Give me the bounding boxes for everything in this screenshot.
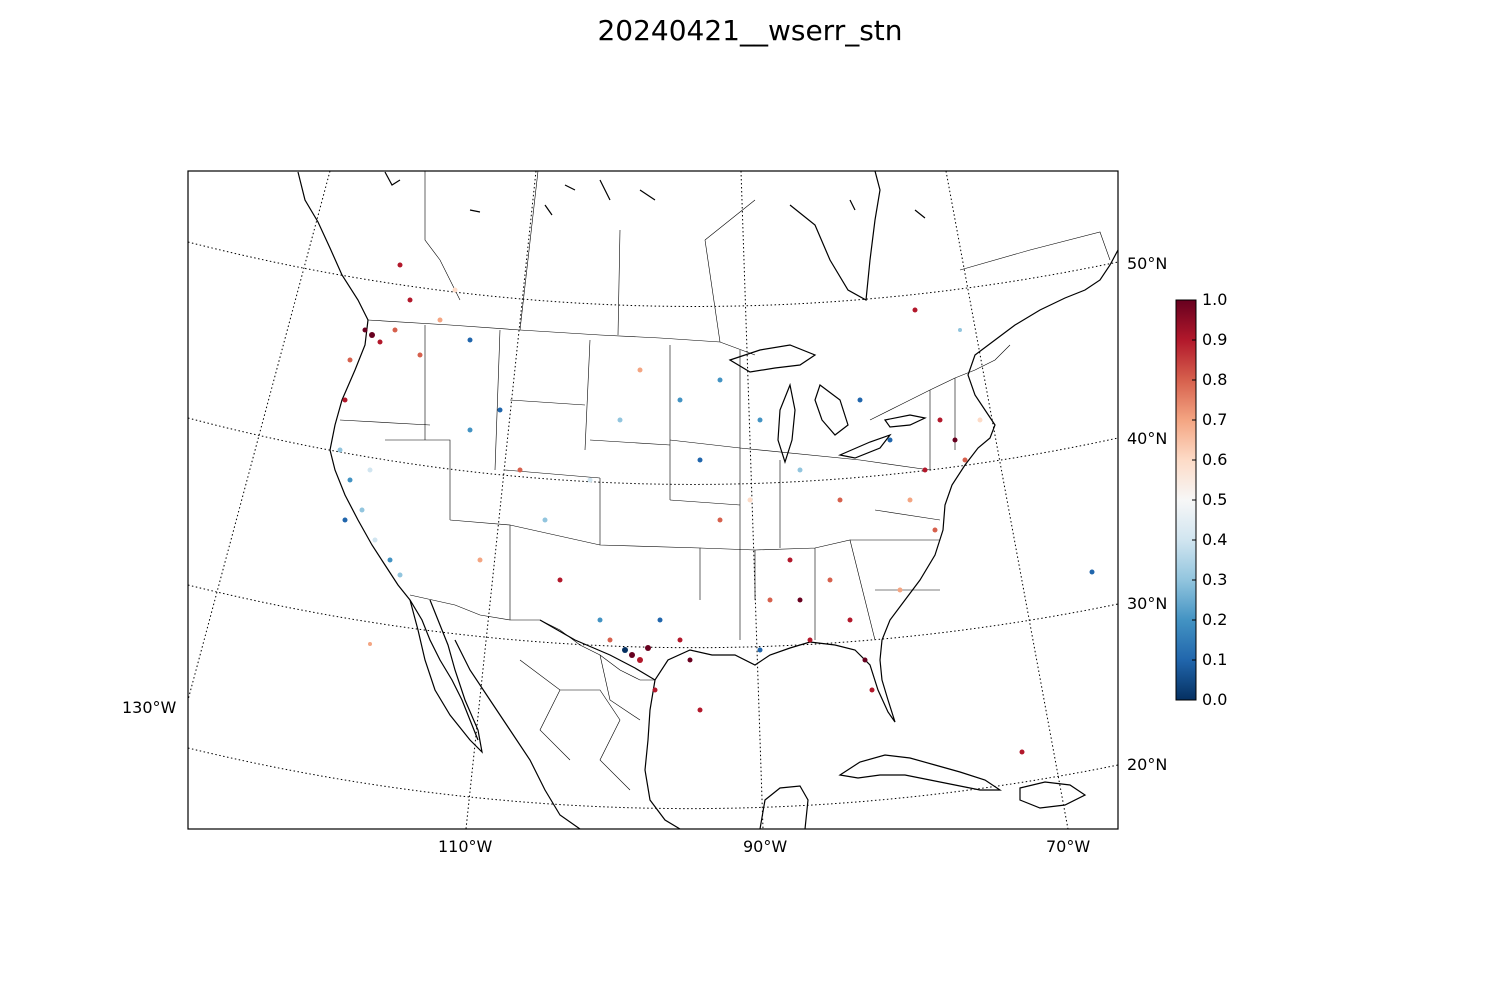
colorbar-tick-label: 0.9: [1202, 330, 1227, 349]
map-title: 20240421__wserr_stn: [597, 14, 903, 47]
parallel-20n: [188, 747, 1118, 810]
lake-ontario: [883, 414, 927, 428]
gulf-coast: [539, 619, 896, 723]
colorbar: 0.0 0.1 0.2 0.3 0.4 0.5 0.6 0.7 0.8 0.9 1.0: [1175, 290, 1227, 709]
mexico-states: [519, 654, 641, 791]
hispaniola: [1019, 781, 1087, 809]
lake-michigan: [777, 382, 796, 464]
lon-label-110w: 110°W: [438, 837, 493, 856]
lat-label-30n: 30°N: [1127, 594, 1167, 613]
cuba: [838, 754, 1002, 791]
political-boundaries: [339, 171, 1111, 791]
colorbar-tick-label: 0.5: [1202, 490, 1227, 509]
colorbar-tick-label: 0.7: [1202, 410, 1227, 429]
canadian-islands: [384, 171, 926, 219]
parallel-30n: [188, 584, 1118, 649]
lake-huron: [814, 384, 849, 436]
colorbar-tick-label: 0.6: [1202, 450, 1227, 469]
lon-label-70w: 70°W: [1046, 837, 1090, 856]
state-lines-east: [850, 378, 956, 591]
colorbar-tick-label: 0.2: [1202, 610, 1227, 629]
colorbar-ticks: 0.0 0.1 0.2 0.3 0.4 0.5 0.6 0.7 0.8 0.9 1.0: [1192, 290, 1227, 709]
map-frame: [187, 170, 1119, 830]
lat-label-50n: 50°N: [1127, 254, 1167, 273]
yucatan: [759, 785, 809, 829]
lat-label-40n: 40°N: [1127, 429, 1167, 448]
canada-provinces: [424, 171, 1111, 343]
lake-erie: [838, 433, 892, 459]
baja-peninsula: [409, 599, 483, 754]
graticule: [188, 171, 1118, 829]
state-lines-west: [339, 325, 701, 620]
meridian-130w: [188, 171, 331, 701]
colorbar-tick-label: 1.0: [1202, 290, 1227, 309]
parallel-40n: [188, 417, 1118, 485]
station-markers: [337, 262, 1095, 755]
west-coast: [297, 171, 479, 741]
coastlines: [297, 171, 1118, 829]
colorbar-tick-label: 0.8: [1202, 370, 1227, 389]
atlantic-coast: [879, 249, 1118, 661]
mexico-west-coast: [454, 639, 581, 829]
parallel-50n: [188, 241, 1118, 307]
latitude-labels: 50°N 40°N 30°N 20°N: [1127, 254, 1167, 774]
lat-label-20n: 20°N: [1127, 755, 1167, 774]
colorbar-tick-label: 0.3: [1202, 570, 1227, 589]
colorbar-tick-label: 0.1: [1202, 650, 1227, 669]
colorbar-tick-label: 0.4: [1202, 530, 1227, 549]
hudson-bay: [789, 171, 881, 301]
map-area: [188, 171, 1118, 829]
lon-label-130w: 130°W: [122, 698, 177, 717]
lake-superior: [728, 344, 817, 373]
lon-label-90w: 90°W: [743, 837, 787, 856]
colorbar-tick-label: 0.0: [1202, 690, 1227, 709]
us-mexico-border: [409, 594, 655, 681]
longitude-labels: 130°W 110°W 90°W 70°W: [122, 698, 1090, 856]
mexico-gulf-coast: [644, 679, 681, 829]
